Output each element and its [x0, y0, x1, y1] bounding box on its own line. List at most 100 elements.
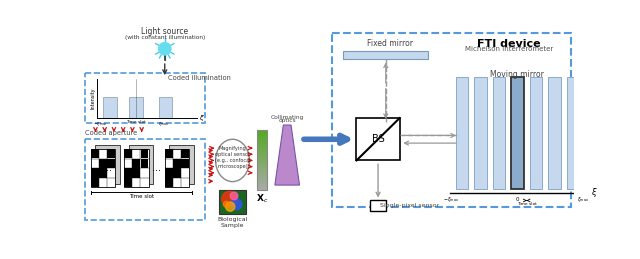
Bar — [511, 77, 524, 189]
Bar — [371, 200, 386, 211]
Bar — [91, 178, 99, 187]
Bar — [132, 168, 140, 177]
Bar — [332, 33, 570, 207]
Text: $-\xi_{\max}$: $-\xi_{\max}$ — [93, 120, 108, 128]
Bar — [99, 159, 107, 168]
Bar — [95, 145, 120, 184]
Bar — [103, 97, 117, 118]
Bar — [99, 168, 107, 177]
Text: Time slot: Time slot — [516, 202, 536, 206]
Ellipse shape — [216, 139, 250, 182]
Bar — [141, 159, 148, 168]
Bar — [257, 148, 267, 151]
Text: FTI device: FTI device — [477, 39, 541, 49]
Bar — [129, 97, 143, 118]
Bar — [257, 172, 267, 175]
Bar — [108, 149, 115, 158]
Text: Magnifying
optical sensor
(e.g., confocal
microscope): Magnifying optical sensor (e.g., confoca… — [214, 146, 250, 169]
Bar — [91, 149, 99, 158]
Bar — [141, 149, 148, 158]
Bar — [108, 159, 115, 168]
Bar — [165, 168, 173, 177]
Text: (with constant illumination): (with constant illumination) — [125, 34, 205, 40]
Text: Time slot: Time slot — [129, 194, 154, 199]
Bar — [159, 97, 172, 118]
Bar — [356, 118, 399, 160]
Bar — [257, 184, 267, 187]
Bar — [257, 136, 267, 139]
Text: $\xi$: $\xi$ — [591, 186, 597, 199]
Text: Collimating: Collimating — [271, 115, 304, 120]
Text: $\xi$: $\xi$ — [200, 113, 205, 123]
Text: Biological
Sample: Biological Sample — [218, 217, 248, 228]
Bar — [548, 77, 561, 189]
Text: ...: ... — [152, 163, 161, 173]
Circle shape — [221, 191, 237, 207]
Bar — [132, 159, 140, 168]
Bar — [344, 51, 428, 59]
Bar — [124, 178, 132, 187]
Bar — [257, 178, 267, 181]
Bar — [91, 168, 99, 177]
Bar — [170, 145, 194, 184]
Bar — [164, 149, 189, 188]
Bar — [257, 154, 267, 157]
Bar — [219, 190, 246, 214]
Text: $\xi_{\max}$: $\xi_{\max}$ — [577, 195, 589, 204]
Text: BS: BS — [372, 134, 385, 144]
Text: Time slot: Time slot — [126, 120, 146, 124]
Bar — [257, 133, 267, 136]
Bar — [257, 157, 267, 160]
Bar — [86, 139, 205, 220]
Circle shape — [225, 202, 235, 211]
Circle shape — [231, 199, 242, 210]
Bar — [257, 187, 267, 190]
Text: Michelson interferometer: Michelson interferometer — [465, 46, 553, 53]
Bar — [129, 145, 153, 184]
Bar — [257, 142, 267, 145]
Bar — [257, 160, 267, 163]
Bar — [181, 149, 189, 158]
Bar — [124, 149, 148, 188]
Bar — [257, 151, 267, 154]
Text: ...: ... — [102, 163, 111, 173]
Bar — [257, 130, 267, 190]
Text: $0$: $0$ — [515, 195, 520, 203]
Bar — [91, 149, 115, 188]
Bar — [165, 149, 173, 158]
Bar — [257, 181, 267, 184]
Text: Light source: Light source — [141, 27, 188, 36]
Bar — [566, 77, 579, 189]
Circle shape — [223, 201, 230, 207]
Text: optics: optics — [278, 118, 296, 124]
Text: Moving mirror: Moving mirror — [490, 70, 545, 78]
Bar — [493, 77, 505, 189]
Bar — [173, 168, 181, 177]
Bar — [257, 145, 267, 148]
Bar — [530, 77, 542, 189]
Bar — [257, 175, 267, 178]
Bar — [257, 139, 267, 142]
Bar — [173, 159, 181, 168]
Text: Single-pixel sensor: Single-pixel sensor — [380, 203, 440, 208]
Bar — [165, 178, 173, 187]
Text: $\mathbf{X}_c$: $\mathbf{X}_c$ — [256, 193, 268, 205]
Text: $-\xi_{\max}$: $-\xi_{\max}$ — [443, 195, 460, 204]
Circle shape — [159, 43, 171, 55]
Bar — [124, 168, 132, 177]
Bar — [257, 169, 267, 172]
Bar — [257, 163, 267, 166]
Text: Fixed mirror: Fixed mirror — [367, 39, 413, 48]
Bar — [456, 77, 468, 189]
Text: Coded aperture: Coded aperture — [86, 130, 138, 136]
Bar — [86, 74, 205, 124]
Bar — [474, 77, 486, 189]
Circle shape — [230, 192, 238, 200]
Bar — [257, 166, 267, 169]
Text: $\xi_{\max}$: $\xi_{\max}$ — [157, 120, 169, 128]
Bar — [181, 159, 189, 168]
Text: Intensity: Intensity — [90, 88, 95, 109]
Bar — [257, 130, 267, 133]
Polygon shape — [275, 125, 300, 185]
Text: Coded illumination: Coded illumination — [168, 75, 230, 81]
